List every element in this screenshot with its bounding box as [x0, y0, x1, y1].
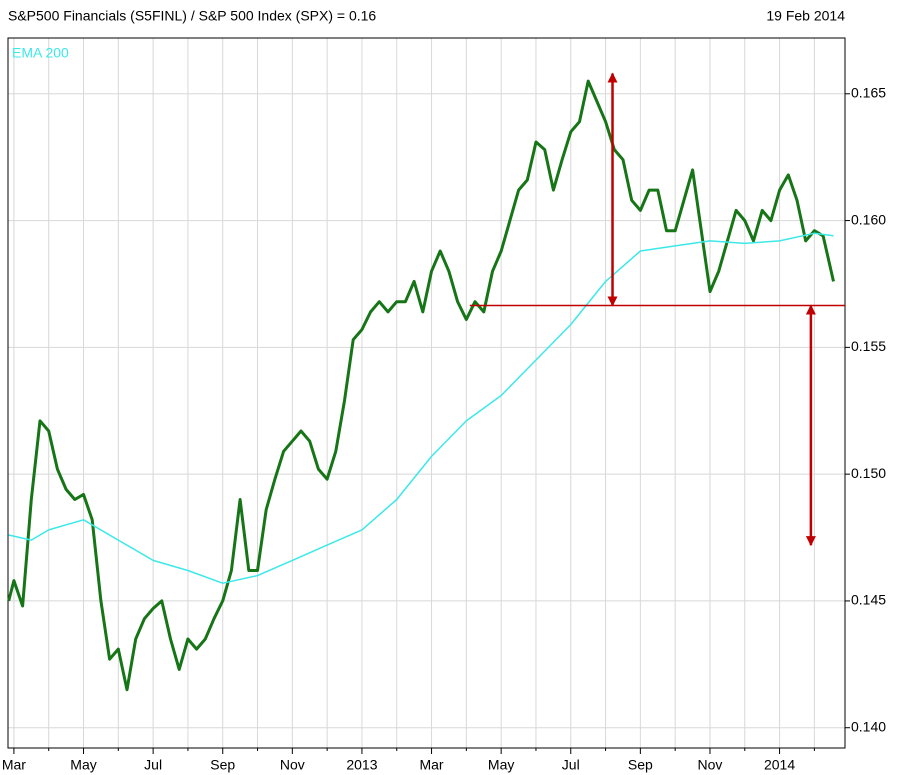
chart-title: S&P500 Financials (S5FINL) / S&P 500 Ind… [8, 8, 376, 24]
x-tick-label: Jul [144, 757, 162, 773]
y-tick-label: 0.150 [851, 465, 886, 481]
x-tick-label: Sep [628, 757, 653, 773]
x-tick-label: Nov [698, 757, 723, 773]
legend-label: EMA 200 [12, 45, 69, 61]
plot-frame [7, 37, 846, 749]
y-tick-label: 0.160 [851, 211, 886, 227]
x-tick-label: Mar [2, 757, 26, 773]
x-tick-label: May [488, 757, 514, 773]
line-series [8, 232, 834, 584]
x-tick-label: Sep [210, 757, 235, 773]
line-series [7, 79, 835, 692]
chart-date: 19 Feb 2014 [766, 8, 845, 24]
x-tick-label: 2013 [346, 757, 377, 773]
x-tick-label: May [70, 757, 96, 773]
y-tick-label: 0.165 [851, 84, 886, 100]
x-tick-label: Nov [280, 757, 305, 773]
y-tick-label: 0.145 [851, 592, 886, 608]
y-tick-label: 0.155 [851, 338, 886, 354]
x-tick-label: Jul [562, 757, 580, 773]
x-tick-label: Mar [419, 757, 443, 773]
x-tick-label: 2014 [764, 757, 795, 773]
y-tick-label: 0.140 [851, 718, 886, 734]
